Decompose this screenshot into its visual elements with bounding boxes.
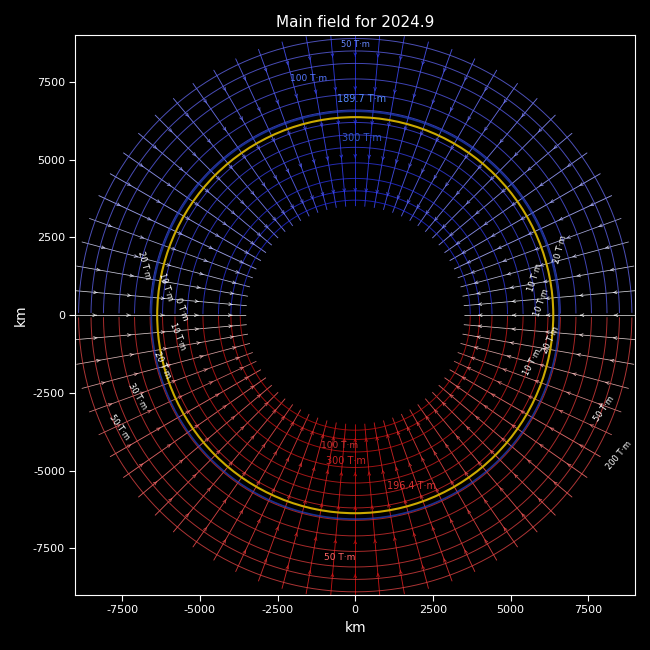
Text: 10 T·m: 10 T·m	[157, 272, 174, 302]
Text: 50 T·m: 50 T·m	[324, 553, 356, 562]
Text: 300 T·m: 300 T·m	[341, 133, 382, 143]
Text: 20 T·m: 20 T·m	[136, 250, 152, 281]
Text: 10 T·m: 10 T·m	[526, 263, 544, 293]
Text: 189.7 T·m: 189.7 T·m	[337, 94, 386, 104]
Circle shape	[247, 207, 463, 424]
Text: 100 T·m: 100 T·m	[321, 441, 358, 450]
Text: 0 T·m: 0 T·m	[173, 296, 189, 322]
Text: 300 T·m: 300 T·m	[326, 456, 366, 466]
Text: 20 T·m: 20 T·m	[552, 235, 569, 265]
Text: 50 T·m: 50 T·m	[592, 394, 616, 423]
Text: 10 T·m: 10 T·m	[168, 322, 188, 352]
Text: 30 T·m: 30 T·m	[127, 381, 149, 411]
Text: 100 T·m: 100 T·m	[290, 75, 327, 83]
Text: 20 T·m: 20 T·m	[541, 325, 561, 355]
X-axis label: km: km	[344, 621, 366, 635]
Text: 10 T·m: 10 T·m	[532, 288, 551, 318]
Text: 50 T·m: 50 T·m	[341, 40, 370, 49]
Text: 200 T·m: 200 T·m	[605, 439, 634, 471]
Text: 20 T·m: 20 T·m	[152, 350, 173, 380]
Text: 196.4 T·m: 196.4 T·m	[387, 481, 436, 491]
Title: Main field for 2024.9: Main field for 2024.9	[276, 15, 434, 30]
Text: 10 T·m: 10 T·m	[522, 347, 543, 376]
Y-axis label: km: km	[14, 304, 27, 326]
Text: 50 T·m: 50 T·m	[107, 413, 131, 441]
